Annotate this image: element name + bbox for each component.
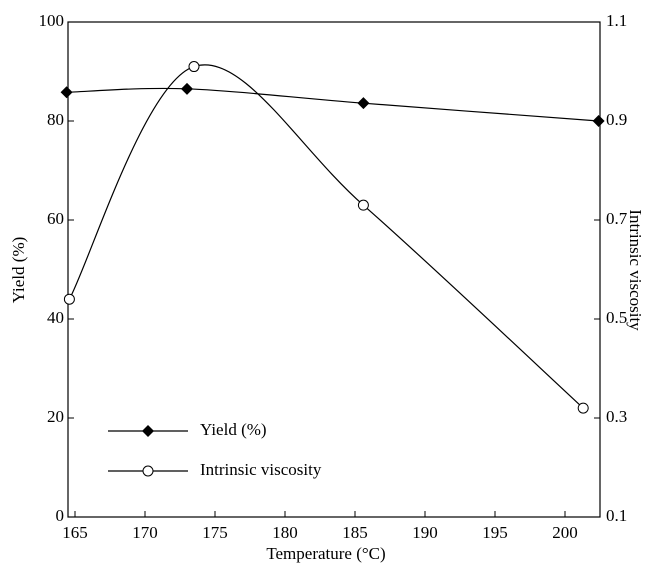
legend-label: Yield (%) bbox=[200, 420, 267, 439]
marker-diamond bbox=[357, 97, 370, 110]
marker-diamond bbox=[181, 82, 193, 95]
x-tick-label: 180 bbox=[272, 523, 298, 542]
marker-circle bbox=[188, 61, 200, 73]
y-tick-label: 20 bbox=[47, 407, 64, 426]
y2-tick-label: 0.3 bbox=[606, 407, 627, 426]
series-line bbox=[66, 87, 599, 122]
marker-diamond bbox=[60, 86, 73, 99]
marker-circle bbox=[142, 465, 154, 477]
marker-circle bbox=[357, 199, 369, 211]
x-tick-label: 190 bbox=[412, 523, 438, 542]
marker-circle bbox=[577, 402, 589, 414]
y-tick-label: 40 bbox=[47, 308, 64, 327]
x-tick-label: 175 bbox=[202, 523, 228, 542]
legend-label: Intrinsic viscosity bbox=[200, 460, 322, 479]
y2-tick-label: 0.1 bbox=[606, 506, 627, 525]
x-tick-label: 200 bbox=[552, 523, 578, 542]
y2-axis-label: Intrinsic viscosity bbox=[626, 209, 645, 331]
x-tick-label: 165 bbox=[62, 523, 88, 542]
y-tick-label: 0 bbox=[56, 506, 65, 525]
y-axis-label: Yield (%) bbox=[9, 237, 28, 304]
plot-frame bbox=[67, 21, 601, 518]
series-line bbox=[68, 64, 584, 409]
y-tick-label: 60 bbox=[47, 209, 64, 228]
y-tick-label: 80 bbox=[47, 110, 64, 129]
marker-diamond bbox=[592, 115, 605, 127]
x-tick-label: 195 bbox=[482, 523, 508, 542]
marker-circle bbox=[63, 293, 75, 305]
y2-tick-label: 0.9 bbox=[606, 110, 627, 129]
y2-tick-label: 1.1 bbox=[606, 11, 627, 30]
x-axis-label: Temperature (°C) bbox=[266, 544, 385, 563]
y-tick-label: 100 bbox=[39, 11, 65, 30]
x-tick-label: 170 bbox=[132, 523, 158, 542]
y2-tick-label: 0.5 bbox=[606, 308, 627, 327]
x-tick-label: 185 bbox=[342, 523, 368, 542]
y2-tick-label: 0.7 bbox=[606, 209, 628, 228]
marker-diamond bbox=[142, 425, 154, 437]
